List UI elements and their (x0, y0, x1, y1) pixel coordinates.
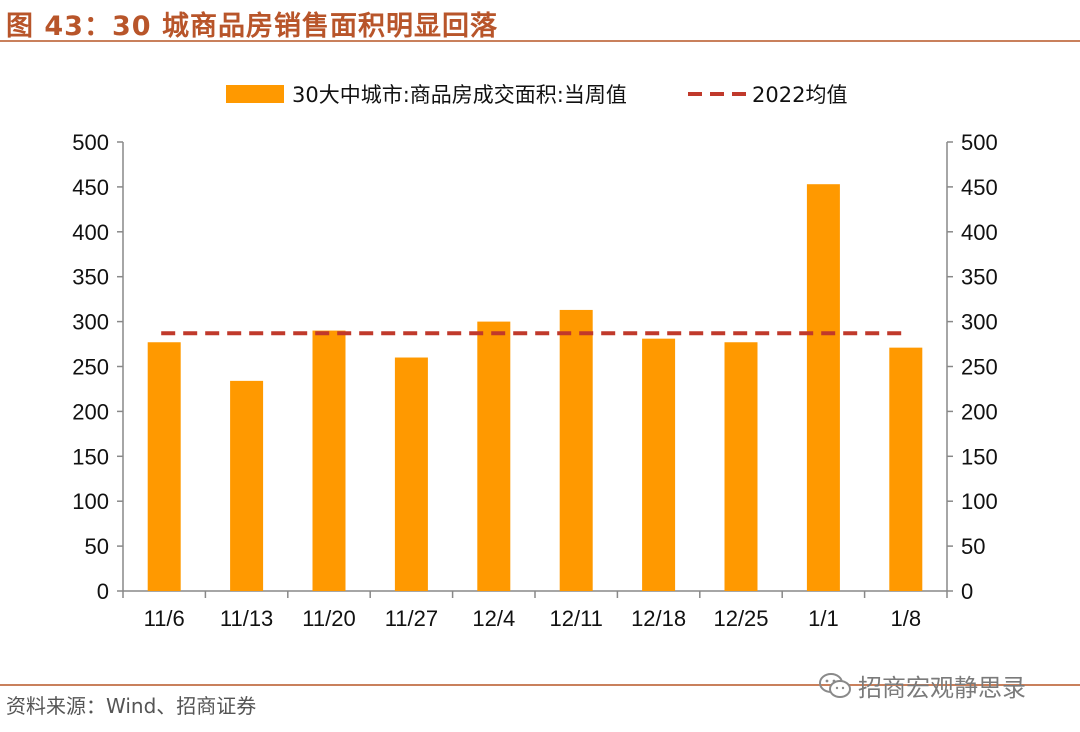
x-tick-label: 1/1 (808, 606, 839, 631)
bar-1/1 (806, 184, 840, 591)
bar-12/11 (559, 309, 593, 591)
y-tick-label-right: 150 (961, 444, 998, 469)
watermark-text: 招商宏观静思录 (858, 674, 1026, 702)
y-tick-label-right: 350 (961, 265, 998, 290)
bar-11/6 (147, 342, 181, 591)
bar-12/25 (724, 342, 758, 591)
y-tick-label-right: 400 (961, 220, 998, 245)
x-tick-label: 12/4 (472, 606, 515, 631)
x-tick-label: 12/18 (631, 606, 686, 631)
y-tick-label-right: 50 (961, 534, 985, 559)
y-tick-label-left: 100 (72, 489, 109, 514)
y-tick-label-right: 100 (961, 489, 998, 514)
bar-11/20 (312, 330, 346, 591)
y-tick-label-left: 50 (85, 534, 109, 559)
x-tick-label: 12/11 (549, 606, 602, 631)
bar-11/13 (230, 380, 264, 591)
x-tick-label: 11/27 (385, 606, 438, 631)
chart-area: 30大中城市:商品房成交面积:当周值 2022均值 0 50 100 150 200 250… (72, 83, 997, 631)
y-tick-label-left: 500 (72, 130, 109, 155)
x-tick-label: 11/20 (302, 606, 355, 631)
title-rule (0, 40, 1080, 42)
x-tick-label: 12/25 (713, 606, 768, 631)
y-tick-label-right: 300 (961, 310, 998, 335)
y-tick-label-left: 150 (72, 444, 109, 469)
wechat-icon (819, 672, 851, 698)
bar-12/4 (477, 321, 511, 591)
x-tick-label: 11/13 (220, 606, 273, 631)
legend-label-line: 2022均值 (752, 83, 847, 107)
chart-legend: 30大中城市:商品房成交面积:当周值 2022均值 (226, 83, 847, 107)
legend-swatch-bar (226, 85, 284, 103)
y-tick-label-right: 200 (961, 399, 998, 424)
figure-title: 图 43：30 城商品房销售面积明显回落 (6, 11, 498, 42)
source-note: 资料来源：Wind、招商证券 (6, 694, 257, 718)
chart-axes: 0 50 100 150 200 250 300 350 400 450 500 0 50 100 150 2… (72, 130, 997, 604)
y-tick-label-left: 300 (72, 310, 109, 335)
y-tick-label-right: 0 (961, 579, 973, 604)
y-tick-label-right: 250 (961, 355, 998, 380)
bar-1/8 (889, 347, 923, 591)
x-tick-label: 11/6 (144, 606, 185, 631)
y-tick-label-left: 0 (97, 579, 109, 604)
y-tick-label-right: 450 (961, 175, 998, 200)
y-tick-label-left: 450 (72, 175, 109, 200)
y-tick-label-left: 350 (72, 265, 109, 290)
bar-11/27 (394, 357, 428, 591)
legend-label-bar: 30大中城市:商品房成交面积:当周值 (292, 83, 627, 107)
watermark: 招商宏观静思录 (818, 668, 1026, 703)
y-tick-label-left: 250 (72, 355, 109, 380)
bar-12/18 (642, 338, 676, 591)
y-tick-label-left: 400 (72, 220, 109, 245)
x-tick-label: 1/8 (891, 606, 922, 631)
y-tick-label-left: 200 (72, 399, 109, 424)
y-tick-label-right: 500 (961, 130, 998, 155)
footer-rule (0, 684, 1080, 686)
x-axis-labels: 11/6 11/13 11/20 11/27 12/4 12/11 12/18 12/25 1/… (144, 606, 921, 631)
bar-series (147, 184, 923, 591)
